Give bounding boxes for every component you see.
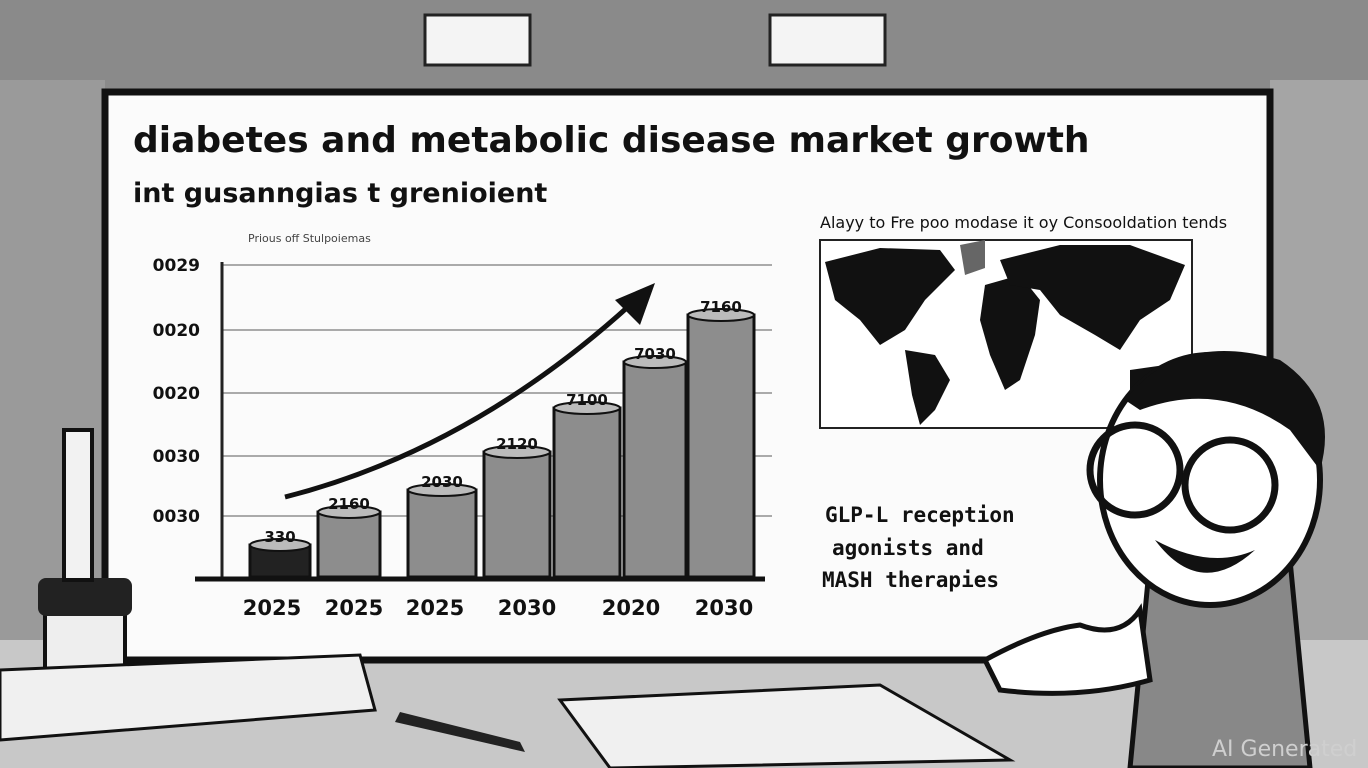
y-label: 0029 [153, 256, 200, 276]
y-label: 0020 [153, 321, 200, 341]
bar [406, 488, 478, 579]
eurasia [1000, 245, 1185, 350]
y-label: 0020 [153, 384, 200, 404]
character-hair [1125, 351, 1325, 470]
bar-label: 7100 [566, 391, 608, 409]
bar-top [623, 355, 687, 369]
x-label: 2030 [695, 596, 753, 620]
x-label: 2025 [243, 596, 301, 620]
x-label: 2020 [602, 596, 660, 620]
north-america [825, 248, 955, 345]
chart-drawing: 0029 0020 0020 0030 0030 330 2160 2030 2120 7100 7… [153, 256, 772, 620]
bar [316, 510, 382, 579]
bar-label: 330 [264, 528, 295, 546]
map-caption: Alayy to Fre poo modase it oy Consooldat… [820, 213, 1227, 232]
bar [686, 313, 756, 579]
bar-label: 2160 [328, 495, 370, 513]
bar-top [483, 445, 551, 459]
y-label: 0030 [153, 507, 200, 527]
greenland [960, 240, 985, 275]
ceiling-light [768, 13, 887, 67]
board-subtitle: int gusanngias t grenioient [133, 178, 547, 209]
glasses [1086, 421, 1184, 519]
bottle-cap [38, 578, 132, 616]
arrow-head [615, 283, 655, 325]
africa [980, 275, 1040, 390]
bar-label: 2120 [496, 435, 538, 453]
bar-label: 2030 [421, 473, 463, 491]
watermark: AI Generated [1212, 737, 1357, 762]
board-title: diabetes and metabolic disease market gr… [133, 120, 1090, 161]
bar-top [687, 308, 755, 322]
chart-caption: Prious off Stulpoiemas [248, 232, 371, 245]
notebook [0, 653, 377, 742]
y-label: 0030 [153, 447, 200, 467]
bar-top [553, 401, 621, 415]
notebook [557, 683, 1016, 768]
note-line: MASH therapies [822, 568, 999, 592]
note-line: agonists and [832, 536, 984, 560]
south-america [905, 350, 950, 425]
ceiling-light [423, 13, 532, 67]
bar [622, 360, 688, 579]
bar [482, 450, 552, 579]
pen [395, 712, 525, 752]
x-label: 2030 [498, 596, 556, 620]
glasses [1181, 436, 1279, 534]
character-hand [981, 603, 1153, 696]
bar-top [317, 505, 381, 519]
mouth [1155, 540, 1255, 573]
ceiling [0, 0, 1368, 90]
bar [552, 406, 622, 579]
candle [62, 428, 94, 582]
x-label: 2025 [325, 596, 383, 620]
x-label: 2025 [406, 596, 464, 620]
bar-top [249, 538, 311, 552]
trend-arrow [284, 303, 632, 500]
bar-top [407, 483, 477, 497]
bar-label: 7030 [634, 345, 676, 363]
bar-label: 7160 [700, 298, 742, 316]
note-line: GLP-L reception [825, 503, 1015, 527]
